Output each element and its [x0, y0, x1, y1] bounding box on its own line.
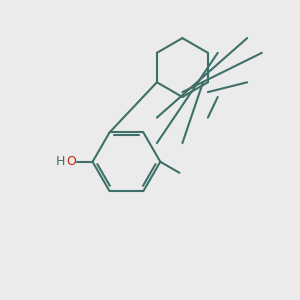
- Text: O: O: [66, 155, 76, 168]
- Text: H: H: [56, 155, 65, 168]
